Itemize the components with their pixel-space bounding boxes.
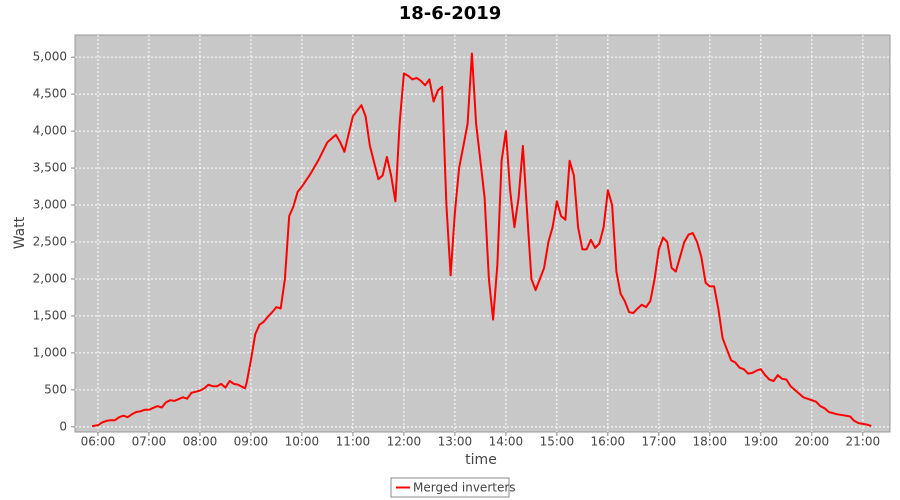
x-tick-label: 20:00 [795, 435, 830, 449]
x-tick-label: 10:00 [285, 435, 320, 449]
y-tick-label: 3,500 [33, 161, 67, 175]
y-tick-label: 2,000 [33, 271, 67, 285]
x-tick-label: 21:00 [846, 435, 881, 449]
y-tick-label: 4,500 [33, 87, 67, 101]
x-tick-label: 17:00 [642, 435, 677, 449]
x-tick-label: 08:00 [183, 435, 218, 449]
x-tick-label: 09:00 [234, 435, 269, 449]
x-tick-label: 11:00 [336, 435, 371, 449]
y-tick-label: 1,500 [33, 308, 67, 322]
data-line [91, 52, 872, 428]
x-tick-label: 07:00 [132, 435, 167, 449]
plot-area [74, 34, 891, 433]
y-tick-label: 1,000 [33, 345, 67, 359]
y-tick-label: 3,000 [33, 198, 67, 212]
y-axis-label: Watt [12, 216, 28, 249]
x-tick-label: 13:00 [438, 435, 473, 449]
y-tick-label: 5,000 [33, 50, 67, 64]
x-tick-label: 06:00 [81, 435, 116, 449]
x-tick-label: 18:00 [693, 435, 728, 449]
x-tick-label: 14:00 [489, 435, 524, 449]
legend [390, 477, 510, 498]
x-tick-label: 19:00 [744, 435, 779, 449]
x-tick-label: 12:00 [387, 435, 422, 449]
chart-title: 18-6-2019 [399, 3, 502, 24]
y-tick-label: 4,000 [33, 124, 67, 138]
legend-label: Merged inverters [413, 481, 516, 495]
x-tick-label: 15:00 [540, 435, 575, 449]
y-tick-label: 500 [44, 382, 67, 396]
y-tick-label: 0 [59, 419, 67, 433]
x-axis-label: time [465, 452, 497, 468]
x-tick-label: 16:00 [591, 435, 626, 449]
y-tick-label: 2,500 [33, 235, 67, 249]
